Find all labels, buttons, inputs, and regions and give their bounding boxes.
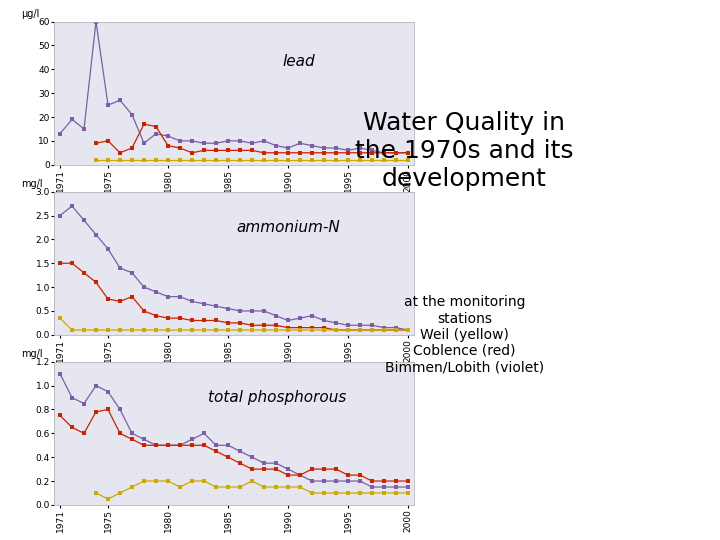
Text: ammonium-N: ammonium-N: [236, 220, 340, 235]
Text: at the monitoring
stations
Weil (yellow)
Coblence (red)
Bimmen/Lobith (violet): at the monitoring stations Weil (yellow)…: [384, 295, 544, 374]
Text: lead: lead: [282, 54, 315, 69]
Text: mg/l: mg/l: [22, 179, 43, 189]
Text: μg/l: μg/l: [22, 9, 40, 19]
Text: total phosphorous: total phosphorous: [208, 390, 346, 405]
Text: mg/l: mg/l: [22, 349, 43, 359]
Text: Water Quality in
the 1970s and its
development: Water Quality in the 1970s and its devel…: [355, 111, 574, 191]
